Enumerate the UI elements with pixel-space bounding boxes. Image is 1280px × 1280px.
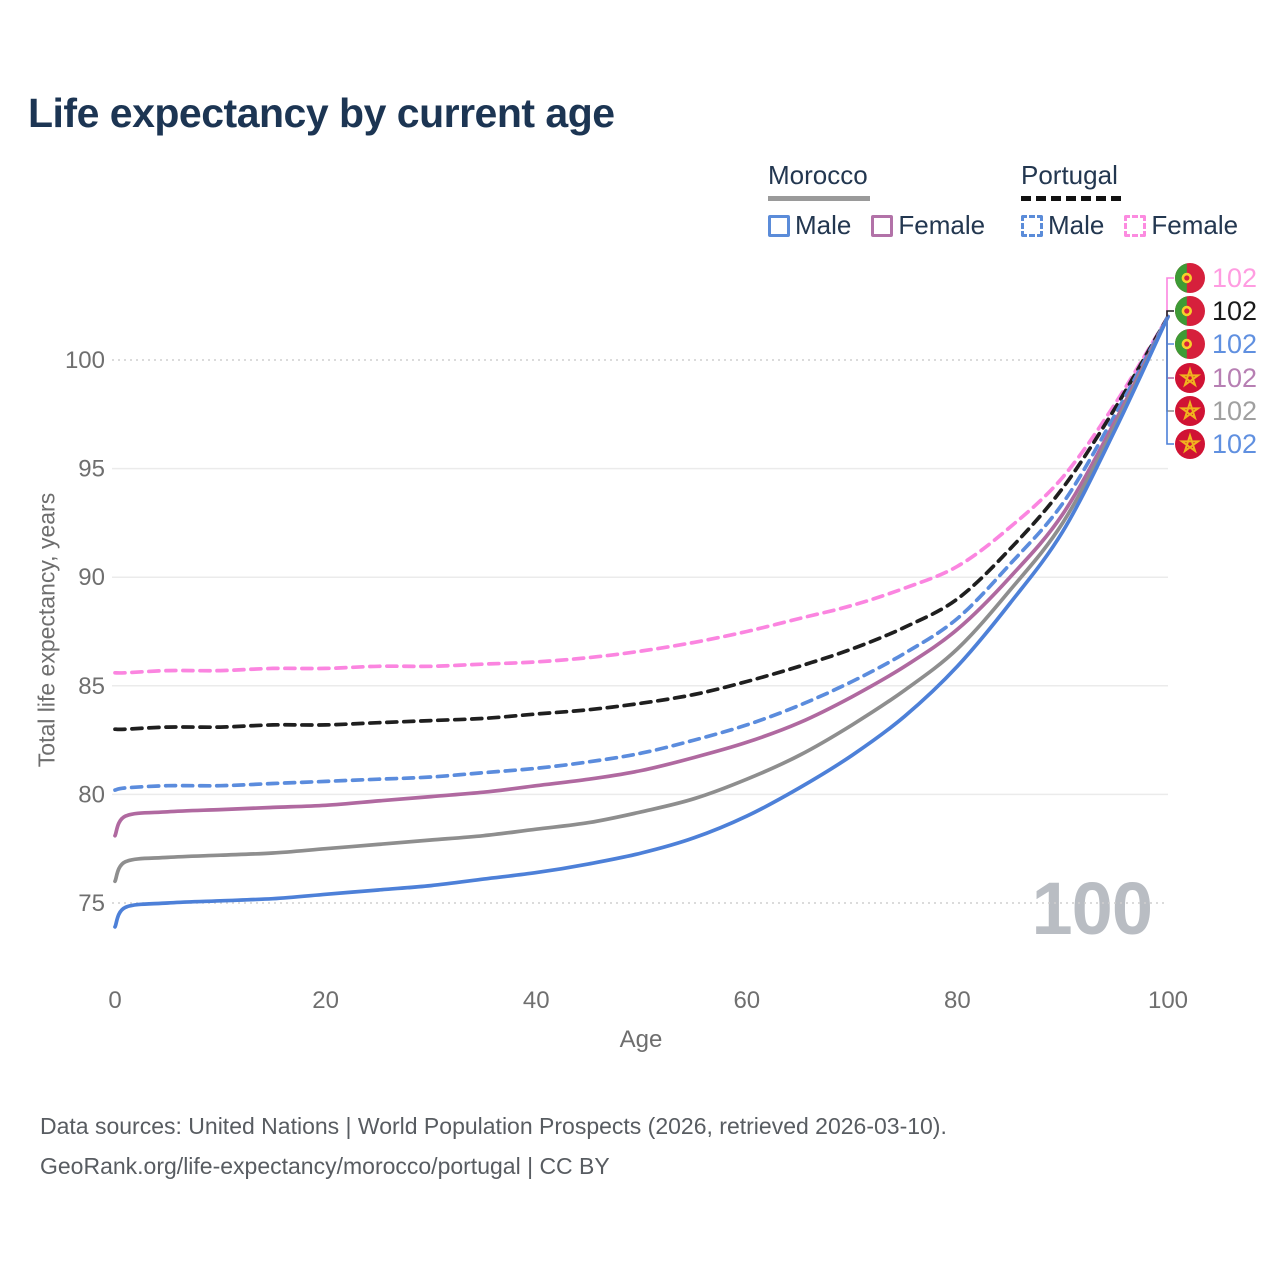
series-line-morocco-male[interactable] [113, 314, 1170, 929]
footer: Data sources: United Nations | World Pop… [40, 1106, 947, 1186]
x-tick-label-40: 40 [523, 987, 550, 1014]
footer-attribution-line: GeoRank.org/life-expectancy/morocco/port… [40, 1153, 610, 1179]
footer-sources-line: Data sources: United Nations | World Pop… [40, 1113, 947, 1139]
legend-item-portugal-female[interactable]: Female [1124, 210, 1238, 241]
legend-group-morocco: Morocco Male Female [768, 160, 1005, 241]
legend-item-morocco-female[interactable]: Female [871, 210, 985, 241]
y-tick-label-85: 85 [78, 673, 105, 700]
legend-item-label: Male [795, 210, 852, 240]
x-tick-label-60: 60 [733, 987, 760, 1014]
end-label-leader-morocco-female [1166, 316, 1174, 379]
end-value-label-morocco-male: 102 [1212, 429, 1257, 459]
portugal-flag-icon [1175, 296, 1205, 326]
morocco-male-swatch-icon [768, 214, 790, 237]
legend-group-portugal: Portugal Male Female [1021, 160, 1258, 241]
x-axis-title: Age [619, 1026, 663, 1053]
y-tick-label-95: 95 [78, 456, 105, 483]
end-label-leader-morocco-male [1166, 316, 1174, 445]
morocco-female-swatch-icon [871, 214, 894, 237]
y-tick-label-90: 90 [78, 564, 105, 591]
series-line-portugal-female[interactable] [113, 314, 1170, 675]
legend-item-label: Female [1151, 210, 1239, 240]
legend-item-label: Female [898, 210, 986, 240]
legend-morocco-label: Morocco [768, 160, 868, 190]
portugal-dashed-line-sample [1021, 196, 1121, 201]
legend-portugal-label: Portugal [1021, 160, 1118, 190]
end-value-label-portugal-female: 102 [1212, 263, 1257, 293]
series-line-portugal-male[interactable] [113, 314, 1170, 792]
morocco-flag-icon [1175, 363, 1205, 393]
y-tick-label-75: 75 [78, 890, 105, 917]
portugal-male-swatch-icon [1021, 214, 1043, 237]
end-value-label-morocco-female: 102 [1212, 363, 1257, 393]
end-label-leader-portugal [1166, 310, 1174, 317]
legend-item-label: Male [1048, 210, 1105, 240]
current-age-watermark: 100 [1031, 867, 1153, 950]
series-line-morocco-female[interactable] [113, 314, 1170, 838]
x-tick-label-0: 0 [108, 987, 121, 1014]
series-line-morocco[interactable] [113, 314, 1170, 884]
y-tick-label-100: 100 [65, 347, 105, 374]
end-label-leader-portugal-female [1166, 277, 1174, 317]
y-tick-label-80: 80 [78, 781, 105, 808]
morocco-flag-icon [1175, 429, 1205, 459]
y-axis-title: Total life expectancy, years [33, 492, 60, 768]
morocco-flag-icon [1175, 396, 1205, 426]
x-tick-label-20: 20 [312, 987, 339, 1014]
end-value-label-portugal: 102 [1212, 296, 1257, 326]
series-line-portugal[interactable] [113, 314, 1170, 732]
legend-item-morocco-male[interactable]: Male [768, 210, 851, 241]
x-tick-label-80: 80 [944, 987, 971, 1014]
legend-item-portugal-male[interactable]: Male [1021, 210, 1104, 241]
portugal-female-swatch-icon [1124, 214, 1147, 237]
end-value-label-portugal-male: 102 [1212, 329, 1257, 359]
morocco-solid-line-sample [768, 196, 870, 201]
portugal-flag-icon [1175, 263, 1205, 293]
page-title: Life expectancy by current age [28, 90, 615, 136]
end-value-label-morocco: 102 [1212, 396, 1257, 426]
x-tick-label-100: 100 [1148, 987, 1188, 1014]
end-label-leader-morocco [1166, 316, 1174, 412]
portugal-flag-icon [1175, 329, 1205, 359]
